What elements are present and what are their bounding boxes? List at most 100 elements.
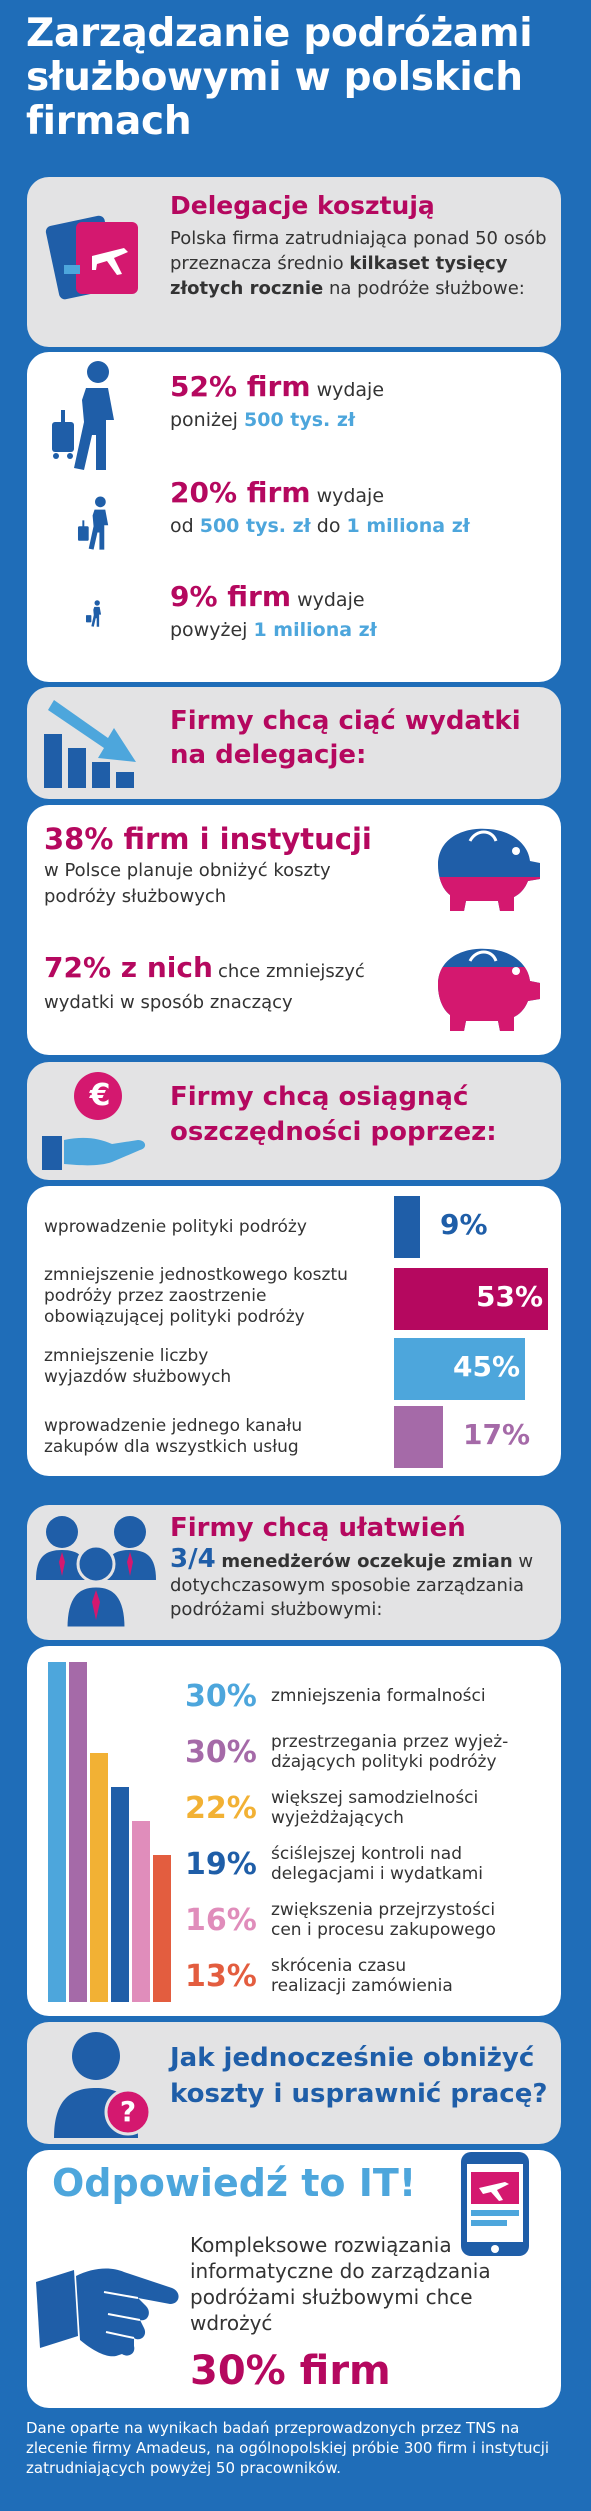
reason-bar-6 xyxy=(153,1855,171,2002)
cut-stat-2-text1: chce zmniejszyć xyxy=(217,961,365,982)
tickets-icon xyxy=(45,215,138,300)
costs-heading: Delegacje kosztują xyxy=(170,191,435,220)
declining-chart-icon xyxy=(44,700,136,788)
spend-stat-2: 20% firm wydaje od 500 tys. zł do 1 mili… xyxy=(170,478,470,541)
reason-pct-2: 30% xyxy=(185,1734,257,1770)
spend-stat-3-verb: wydaje xyxy=(297,589,365,611)
piggy-bank-small-icon xyxy=(438,828,540,911)
page-title: Zarządzanie podróżami służbowymi w polsk… xyxy=(26,11,533,144)
saving-bar-3 xyxy=(394,1338,525,1400)
answer-result: 30% firm xyxy=(190,2348,391,2394)
savings-heading-line1: Firmy chcą osiągnąć xyxy=(170,1082,469,1112)
answer-heading: Odpowiedź to IT! xyxy=(52,2161,417,2205)
cut-stat-1-bold: 38% firm i instytucji xyxy=(44,822,372,856)
spend-stat-3-amount: 1 miliona zł xyxy=(253,619,377,641)
costs-intro: Polska firma zatrudniająca ponad 50 osób… xyxy=(170,226,550,301)
saving-label-1: wprowadzenie polityki podróży xyxy=(44,1217,307,1237)
spend-stat-3: 9% firm wydaje powyżej 1 miliona zł xyxy=(170,582,377,645)
reasons-list: 30% zmniejszenia formalności 30% przestrzeg… xyxy=(185,1668,555,2004)
saving-label-2: zmniejszenie jednostkowego kosztu podróż… xyxy=(44,1265,348,1327)
spend-stat-2-pct: 20% firm xyxy=(170,476,311,509)
costs-intro-bold: kilkaset tysięcy złotych rocznie xyxy=(170,253,508,299)
cut-heading-line2: na delegacje: xyxy=(170,740,367,770)
cut-heading: Firmy chcą ciąć wydatki na delegacje: xyxy=(170,704,521,772)
reason-row-3: 22% większej samodzielności wyjeżdżających xyxy=(185,1780,555,1836)
question-heading: Jak jednocześnie obniżyć koszty i uspraw… xyxy=(170,2040,547,2112)
reason-row-5: 16% zwiększenia przejrzystości cen i proce… xyxy=(185,1892,555,1948)
smartphone-icon xyxy=(461,2152,529,2256)
saving-pct-1: 9% xyxy=(440,1208,488,1241)
spend-stat-3-prep: powyżej xyxy=(170,619,248,641)
cut-stat-2-text2: wydatki w sposób znaczący xyxy=(44,992,293,1013)
spend-stat-1: 52% firm wydaje poniżej 500 tys. zł xyxy=(170,372,384,435)
reason-row-2: 30% przestrzegania przez wyjeż-dżających … xyxy=(185,1724,555,1780)
cut-stat-1-text: w Polsce planuje obniżyć koszty podróży … xyxy=(44,860,331,907)
traveler-small-icon xyxy=(85,600,102,627)
reason-row-6: 13% skrócenia czasu realizacji zamówienia xyxy=(185,1948,555,2004)
saving-bar-1 xyxy=(394,1196,420,1258)
savings-panel xyxy=(27,1186,561,1476)
piggy-bank-large-icon xyxy=(438,948,540,1031)
reason-pct-3: 22% xyxy=(185,1790,257,1826)
spend-stat-2-amount2: 1 miliona zł xyxy=(346,515,470,537)
reasons-bar-chart xyxy=(48,1662,171,2002)
spend-stat-1-prep: poniżej xyxy=(170,409,238,431)
reason-row-1: 30% zmniejszenia formalności xyxy=(185,1668,555,1724)
reason-text-2: przestrzegania przez wyjeż-dżających pol… xyxy=(271,1732,509,1772)
cut-stat-2-bold: 72% z nich xyxy=(44,951,213,984)
saving-label-4: wprowadzenie jednego kanału zakupów dla … xyxy=(44,1416,303,1457)
traveler-large-icon xyxy=(52,361,114,470)
reason-pct-1: 30% xyxy=(185,1678,257,1714)
spend-stat-1-amount: 500 tys. zł xyxy=(244,409,355,431)
reason-row-4: 19% ściślejszej kontroli nad delegacjami i… xyxy=(185,1836,555,1892)
reason-bar-2 xyxy=(69,1662,87,2002)
savings-heading-line2: oszczędności poprzez: xyxy=(170,1117,497,1147)
saving-bar-2 xyxy=(394,1268,548,1330)
reason-bar-5 xyxy=(132,1821,150,2002)
ease-fraction: 3/4 xyxy=(170,1544,216,1574)
traveler-medium-icon xyxy=(77,496,109,550)
cut-stat-1: 38% firm i instytucji w Polsce planuje o… xyxy=(44,820,414,910)
reason-text-3: większej samodzielności wyjeżdżających xyxy=(271,1788,479,1828)
spend-stat-2-verb: wydaje xyxy=(316,485,385,507)
spending-panel xyxy=(27,352,561,682)
ease-text: 3/4 menedżerów oczekuje zmian w dotychcz… xyxy=(170,1544,555,1622)
euro-symbol: € xyxy=(89,1078,111,1113)
saving-label-3: zmniejszenie liczby wyjazdów służbowych xyxy=(44,1346,232,1387)
reason-bar-4 xyxy=(111,1787,129,2002)
spend-stat-2-prep: od xyxy=(170,515,194,537)
question-line1: Jak jednocześnie obniżyć xyxy=(170,2043,535,2073)
reason-pct-4: 19% xyxy=(185,1846,257,1882)
spend-stat-2-amount: 500 tys. zł xyxy=(199,515,311,537)
pointing-hand-icon xyxy=(36,2268,179,2357)
reason-pct-6: 13% xyxy=(185,1958,257,1994)
costs-intro-after: na podróże służbowe: xyxy=(328,278,525,299)
euro-hand-icon xyxy=(42,1072,146,1170)
question-mark: ? xyxy=(119,2095,137,2128)
reason-pct-5: 16% xyxy=(185,1902,257,1938)
spend-stat-1-verb: wydaje xyxy=(316,379,385,401)
spend-stat-2-mid: do xyxy=(316,515,341,537)
question-person-icon xyxy=(54,2032,152,2138)
saving-bar-4 xyxy=(394,1406,443,1468)
saving-pct-3: 45% xyxy=(453,1350,521,1383)
answer-text: Kompleksowe rozwiązania informatyczne do… xyxy=(190,2233,491,2335)
saving-pct-2: 53% xyxy=(476,1280,544,1313)
reason-text-4: ściślejszej kontroli nad delegacjami i wy… xyxy=(271,1844,484,1884)
managers-group-icon xyxy=(36,1516,156,1630)
ease-text-rest: w dotychczasowym sposobie zarządzania po… xyxy=(170,1551,534,1620)
reason-text-1: zmniejszenia formalności xyxy=(271,1686,486,1706)
cut-heading-line1: Firmy chcą ciąć wydatki xyxy=(170,706,521,736)
ease-text-bold: menedżerów oczekuje zmian xyxy=(221,1551,513,1572)
cut-stat-2: 72% z nich chce zmniejszyć wydatki w spo… xyxy=(44,950,424,1016)
question-line2: koszty i usprawnić pracę? xyxy=(170,2079,548,2109)
reason-bar-3 xyxy=(90,1753,108,2002)
ease-heading: Firmy chcą ułatwień xyxy=(170,1513,466,1543)
spend-stat-3-pct: 9% firm xyxy=(170,580,292,613)
source-footnote: Dane oparte na wynikach badań przeprowad… xyxy=(26,2419,550,2477)
reason-bar-1 xyxy=(48,1662,66,2002)
reason-text-5: zwiększenia przejrzystości cen i procesu … xyxy=(271,1900,496,1940)
saving-pct-4: 17% xyxy=(463,1418,531,1451)
costs-intro-before: Polska firma zatrudniająca ponad 50 osób… xyxy=(170,228,547,274)
reason-text-6: skrócenia czasu realizacji zamówienia xyxy=(271,1956,453,1996)
